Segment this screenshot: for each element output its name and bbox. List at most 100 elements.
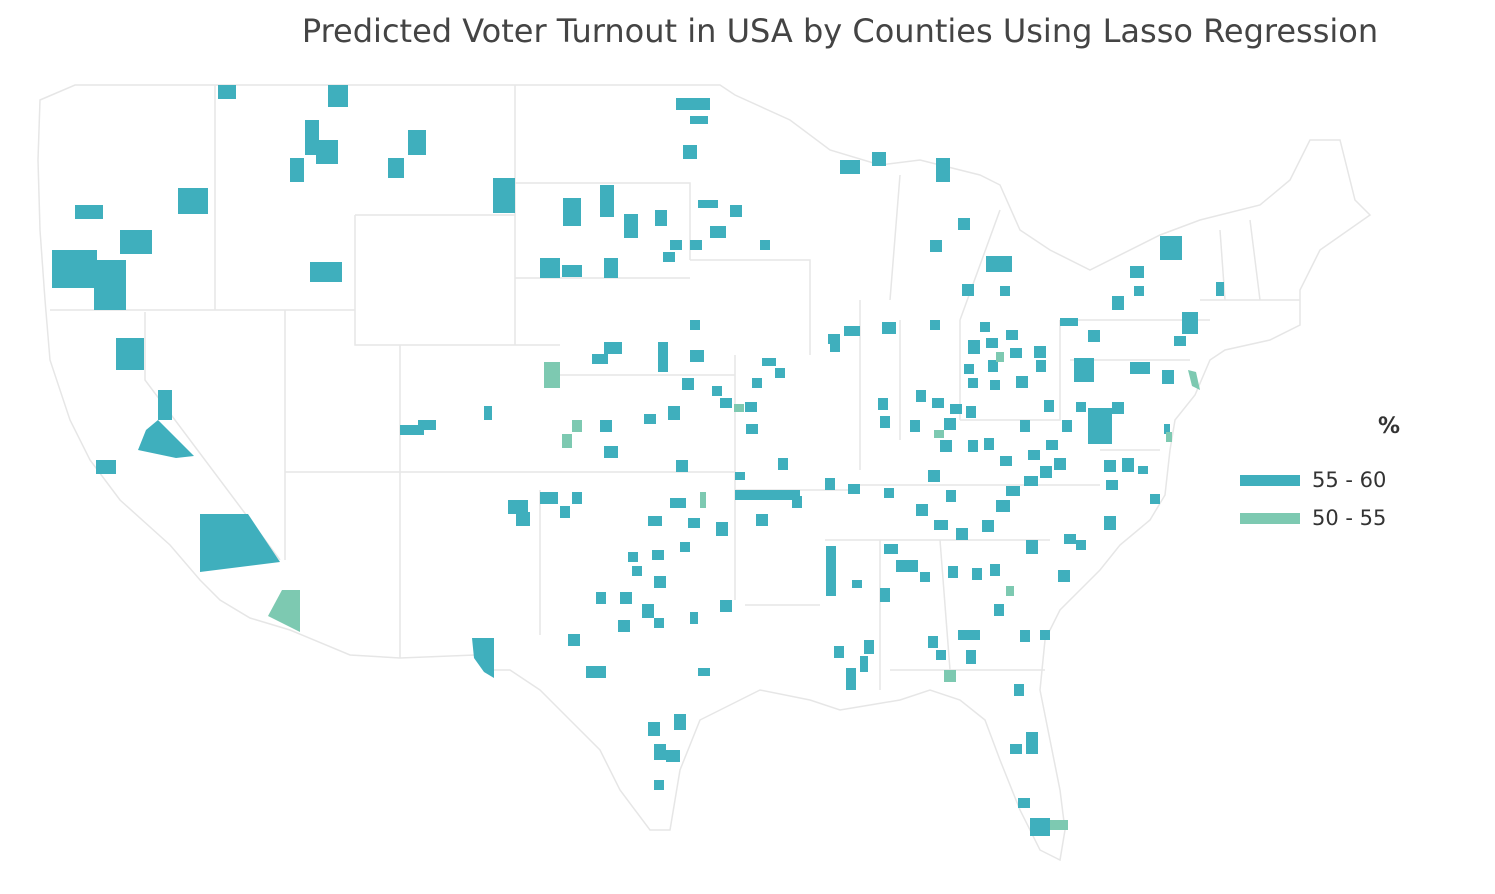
county <box>572 492 582 504</box>
county <box>493 178 515 213</box>
county <box>683 145 697 159</box>
county <box>508 500 528 514</box>
county <box>712 386 722 396</box>
county <box>1006 330 1018 340</box>
county <box>484 406 492 420</box>
county <box>654 576 666 588</box>
county <box>1044 400 1054 412</box>
county <box>666 750 680 762</box>
county <box>994 604 1004 616</box>
county <box>972 568 982 580</box>
legend-swatch <box>1240 474 1300 486</box>
county <box>1130 362 1150 374</box>
county <box>604 446 618 458</box>
county <box>940 440 952 452</box>
county <box>1040 630 1050 640</box>
county <box>752 378 762 388</box>
county <box>930 240 942 252</box>
map-title: Predicted Voter Turnout in USA by Counti… <box>301 12 1379 50</box>
county <box>676 460 688 472</box>
county <box>990 380 1000 390</box>
county <box>624 214 638 238</box>
state-border <box>889 174 901 301</box>
county <box>966 650 976 664</box>
county <box>716 522 728 536</box>
county <box>864 640 874 654</box>
county <box>756 514 768 526</box>
legend-label: 50 - 55 <box>1312 506 1387 530</box>
county <box>846 668 856 690</box>
county <box>1174 336 1186 346</box>
county <box>872 152 886 166</box>
county <box>1050 820 1068 830</box>
county <box>1188 370 1200 390</box>
county <box>1000 286 1010 296</box>
state-border <box>959 209 1001 321</box>
county <box>746 424 758 434</box>
county <box>52 250 97 288</box>
county <box>1016 376 1028 388</box>
county <box>1028 450 1040 460</box>
county <box>982 520 994 532</box>
county <box>1122 458 1134 472</box>
county <box>910 420 920 432</box>
legend-item-50-55[interactable]: 50 - 55 <box>1240 499 1460 537</box>
county <box>928 470 940 482</box>
county <box>880 588 890 602</box>
state-border <box>939 539 951 671</box>
county <box>792 496 802 508</box>
county <box>1104 516 1116 530</box>
county <box>920 572 930 582</box>
county <box>1104 460 1116 472</box>
county <box>1076 402 1086 412</box>
county <box>990 564 1000 576</box>
county <box>604 258 618 278</box>
county <box>604 342 622 354</box>
county <box>698 668 710 676</box>
county <box>400 425 424 435</box>
county <box>1000 456 1012 466</box>
county <box>700 492 706 508</box>
county <box>1162 370 1174 384</box>
county <box>944 670 956 682</box>
county <box>968 378 978 388</box>
county <box>654 744 666 760</box>
county <box>654 780 664 790</box>
legend-label: 55 - 60 <box>1312 468 1387 492</box>
county <box>388 158 404 178</box>
county <box>1164 424 1170 434</box>
counties-55-60 <box>52 85 1224 836</box>
county <box>934 520 948 530</box>
state-boundaries <box>37 84 1372 862</box>
county <box>1020 420 1030 432</box>
county <box>290 158 304 182</box>
county <box>654 618 664 628</box>
county <box>620 592 632 604</box>
county <box>328 85 348 107</box>
county <box>734 404 744 412</box>
county <box>1014 684 1024 696</box>
legend-item-55-60[interactable]: 55 - 60 <box>1240 461 1460 499</box>
county <box>1026 540 1038 554</box>
county <box>710 226 726 238</box>
county <box>562 434 572 448</box>
state-border <box>960 320 1061 421</box>
county <box>138 420 194 458</box>
county <box>944 418 956 430</box>
county <box>268 590 300 632</box>
county <box>934 430 944 438</box>
county <box>618 620 630 632</box>
county <box>632 566 642 576</box>
county <box>948 566 958 578</box>
county <box>1130 266 1144 278</box>
county <box>848 484 860 494</box>
county <box>778 458 788 470</box>
county <box>668 406 680 420</box>
county <box>1088 330 1100 342</box>
county <box>916 504 928 516</box>
county <box>698 200 718 208</box>
county <box>966 406 976 418</box>
county <box>120 230 152 254</box>
county <box>1166 432 1172 442</box>
